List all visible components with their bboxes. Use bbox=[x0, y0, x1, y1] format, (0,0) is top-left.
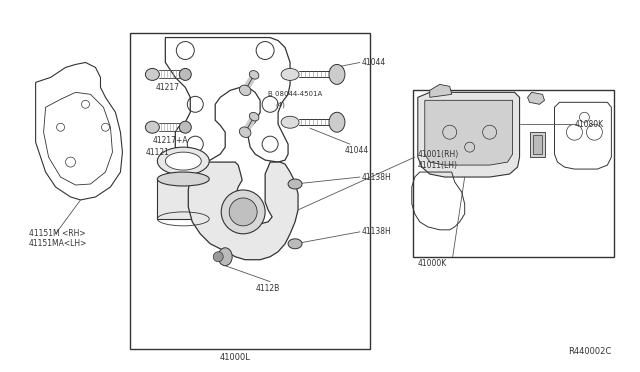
Ellipse shape bbox=[157, 172, 209, 186]
Text: 41121: 41121 bbox=[145, 148, 169, 157]
Text: 41000L: 41000L bbox=[220, 353, 251, 362]
Ellipse shape bbox=[145, 68, 159, 80]
Text: 41217: 41217 bbox=[156, 83, 179, 92]
Bar bbox=[131, 33, 370, 349]
Text: 41138H: 41138H bbox=[362, 227, 392, 236]
Ellipse shape bbox=[281, 116, 299, 128]
Circle shape bbox=[229, 198, 257, 226]
Ellipse shape bbox=[239, 85, 251, 96]
Ellipse shape bbox=[145, 121, 159, 133]
Ellipse shape bbox=[288, 179, 302, 189]
Text: 41138H: 41138H bbox=[362, 173, 392, 182]
Text: 4112B: 4112B bbox=[255, 284, 280, 293]
Polygon shape bbox=[425, 100, 513, 165]
Polygon shape bbox=[430, 84, 452, 97]
Ellipse shape bbox=[250, 71, 259, 79]
Text: 41011(LH): 41011(LH) bbox=[418, 161, 458, 170]
Text: R440002C: R440002C bbox=[568, 347, 611, 356]
Circle shape bbox=[213, 252, 223, 262]
Ellipse shape bbox=[179, 121, 191, 133]
Bar bbox=[157, 179, 209, 219]
Ellipse shape bbox=[250, 112, 259, 121]
Text: B 08044-4501A: B 08044-4501A bbox=[268, 92, 323, 97]
Ellipse shape bbox=[288, 239, 302, 249]
Bar bbox=[529, 132, 545, 157]
Ellipse shape bbox=[179, 68, 191, 80]
Text: 41217+A: 41217+A bbox=[152, 136, 188, 145]
Ellipse shape bbox=[239, 127, 251, 137]
Ellipse shape bbox=[218, 248, 232, 266]
Polygon shape bbox=[418, 92, 520, 177]
Ellipse shape bbox=[157, 147, 209, 175]
Polygon shape bbox=[527, 92, 545, 104]
Bar bbox=[532, 135, 541, 154]
Ellipse shape bbox=[281, 68, 299, 80]
Ellipse shape bbox=[329, 112, 345, 132]
Polygon shape bbox=[188, 162, 298, 260]
Text: 41001(RH): 41001(RH) bbox=[418, 150, 459, 158]
Text: 41044: 41044 bbox=[345, 145, 369, 155]
Text: 41044: 41044 bbox=[362, 58, 386, 67]
Text: (4): (4) bbox=[275, 101, 285, 108]
Circle shape bbox=[221, 190, 265, 234]
Ellipse shape bbox=[329, 64, 345, 84]
Text: 41000K: 41000K bbox=[418, 259, 447, 268]
Text: 41080K: 41080K bbox=[575, 120, 604, 129]
Text: 41151M <RH>: 41151M <RH> bbox=[29, 229, 85, 238]
Text: 41151MA<LH>: 41151MA<LH> bbox=[29, 239, 87, 248]
Ellipse shape bbox=[165, 152, 201, 170]
Bar bbox=[413, 90, 614, 257]
